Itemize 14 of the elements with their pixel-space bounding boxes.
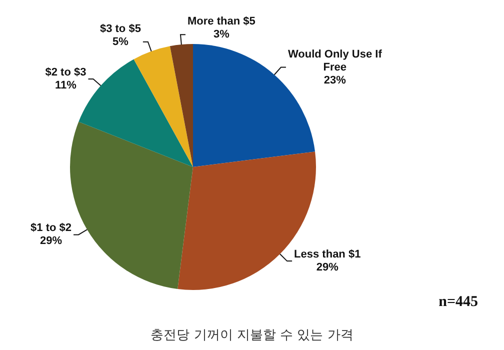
- data-label: 3%: [213, 28, 230, 41]
- data-label: 29%: [40, 235, 62, 248]
- slice-label: More than $5: [187, 16, 256, 28]
- slice-label: $2 to $3: [45, 66, 86, 79]
- data-label: 5%: [112, 36, 129, 48]
- slice-label: Less than $1: [294, 248, 361, 261]
- data-label: 11%: [55, 80, 77, 92]
- text: 충전당 기꺼이 지불할 수 있는 가격: [150, 327, 354, 344]
- data-label: 29%: [316, 262, 339, 274]
- data-label: 23%: [324, 74, 346, 86]
- slice-label: $3 to $5: [100, 22, 141, 35]
- slice-label: $1 to $2: [30, 222, 72, 234]
- slice-label: Would Only Use If Free: [288, 48, 382, 74]
- text: n=445: [438, 294, 478, 310]
